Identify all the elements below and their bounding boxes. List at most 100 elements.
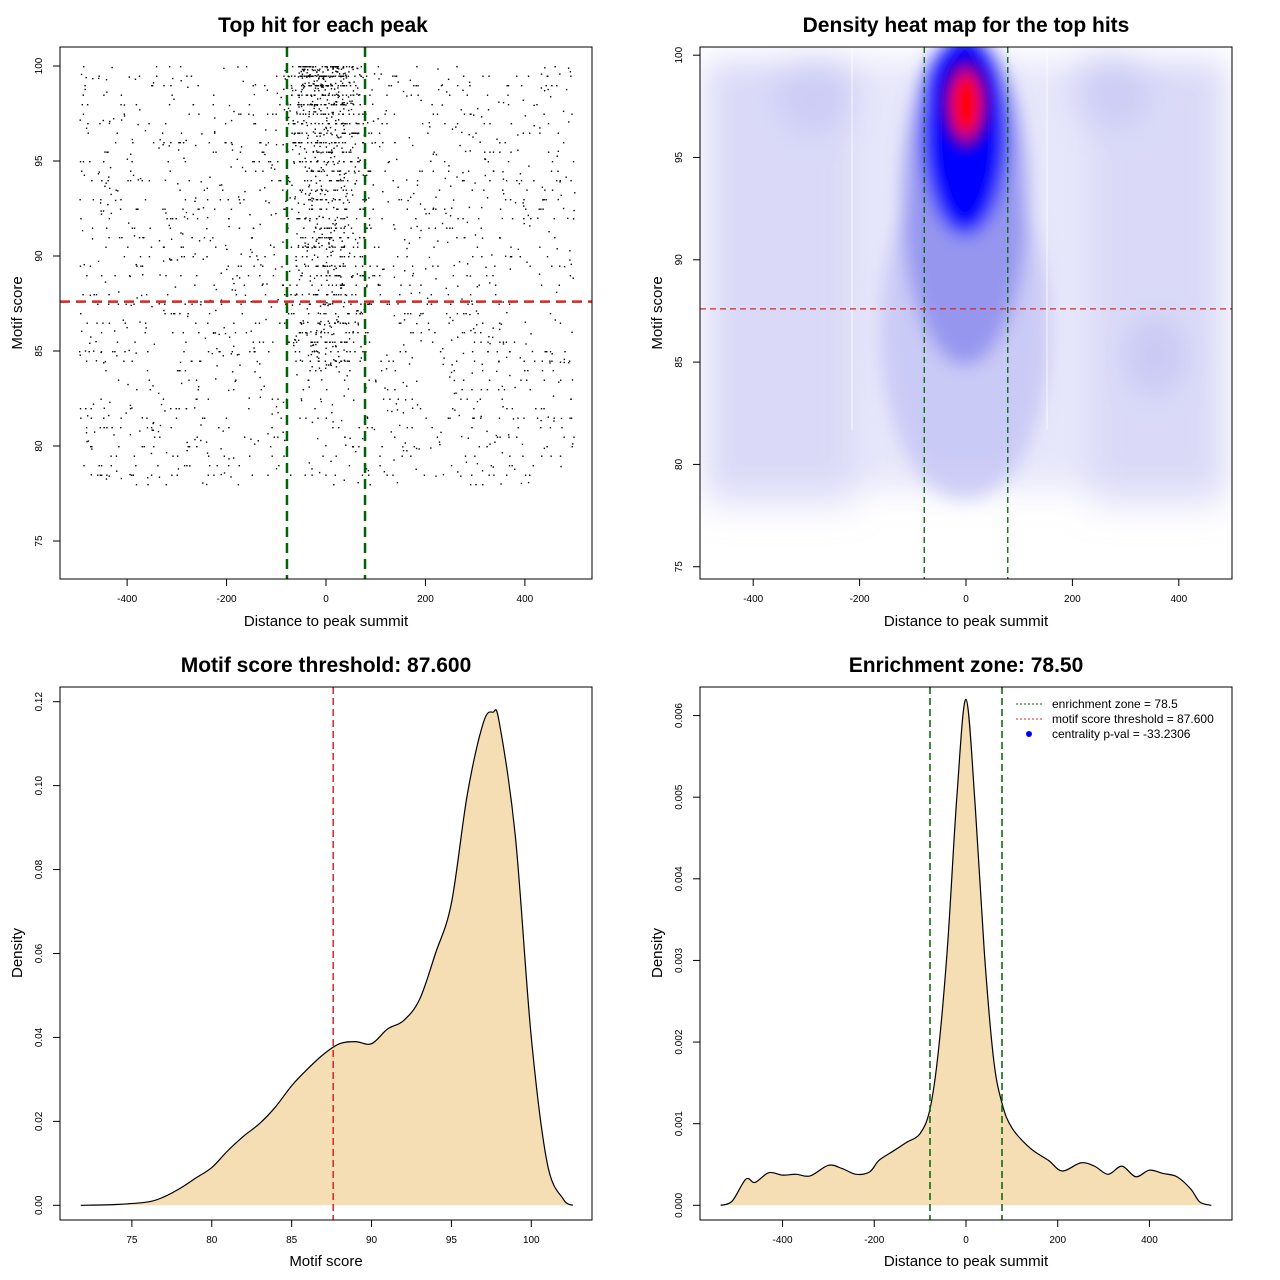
scatter-point [87, 415, 89, 417]
scatter-point [320, 83, 322, 85]
scatter-point [419, 170, 421, 172]
scatter-point [92, 403, 95, 405]
scatter-point [124, 322, 126, 324]
scatter-point [183, 465, 186, 467]
scatter-point [158, 476, 161, 478]
scatter-point [545, 351, 548, 353]
scatter-point [248, 104, 251, 106]
score-density-y-tick-label: 0.10 [34, 775, 45, 795]
scatter-point [163, 309, 165, 312]
scatter-point [203, 237, 206, 239]
scatter-point [300, 104, 303, 106]
scatter-point [500, 483, 502, 485]
scatter-point [447, 294, 450, 296]
scatter-point [428, 212, 431, 215]
scatter-point [320, 152, 322, 154]
scatter-point [432, 153, 434, 155]
scatter-point [253, 93, 256, 96]
heatmap-x-tick-label: -200 [850, 594, 870, 605]
scatter-point [337, 180, 339, 182]
scatter-point [317, 170, 319, 172]
scatter-point [340, 287, 342, 289]
scatter-point [466, 263, 469, 265]
scatter-point [481, 206, 483, 209]
scatter-point [326, 237, 328, 239]
scatter-point [318, 170, 321, 172]
scatter-point [445, 91, 448, 93]
scatter-point [240, 265, 242, 267]
scatter-point [505, 356, 508, 359]
scatter-point [286, 189, 289, 191]
scatter-point [284, 208, 286, 210]
scatter-point [536, 417, 539, 419]
scatter-point [163, 246, 165, 248]
scatter-point [348, 256, 350, 258]
scatter-point [357, 332, 359, 334]
scatter-point [303, 66, 305, 68]
scatter-point [352, 90, 355, 92]
scatter-point [369, 484, 371, 486]
scatter-point [325, 126, 327, 129]
scatter-point [323, 170, 326, 172]
scatter-point [106, 151, 108, 153]
scatter-point [307, 75, 310, 77]
scatter-point [90, 408, 92, 410]
scatter-point [362, 113, 364, 115]
scatter-point [277, 398, 279, 400]
scatter-point [301, 272, 303, 274]
scatter-point [342, 102, 344, 104]
scatter-point [544, 189, 546, 191]
scatter-point [538, 208, 540, 210]
scatter-point [227, 265, 229, 267]
scatter-point [168, 224, 170, 227]
scatter-point [415, 85, 417, 87]
scatter-point [104, 360, 107, 363]
scatter-point [362, 174, 365, 176]
scatter-point [402, 446, 404, 448]
scatter-y-tick-label: 75 [34, 535, 45, 547]
scatter-point [505, 341, 508, 343]
scatter-point [96, 322, 98, 324]
scatter-point [332, 68, 334, 70]
heatmap-y-label: Motif score [649, 276, 666, 349]
scatter-point [457, 336, 459, 338]
score-density-curve [80, 709, 574, 1206]
scatter-point [498, 417, 501, 419]
scatter-point [570, 398, 572, 400]
scatter-point [342, 246, 344, 248]
scatter-point [290, 294, 292, 296]
scatter-point [184, 303, 186, 305]
scatter-point [83, 174, 86, 176]
scatter-point [343, 177, 345, 179]
scatter-point [348, 201, 351, 204]
scatter-point [299, 189, 301, 191]
scatter-point [301, 73, 304, 75]
scatter-point [165, 123, 167, 125]
scatter-point [299, 417, 301, 419]
scatter-point [346, 351, 348, 353]
scatter-point [565, 176, 567, 178]
scatter-point [136, 208, 138, 210]
scatter-point [282, 401, 285, 404]
scatter-point [254, 351, 256, 353]
scatter-point [329, 237, 332, 239]
scatter-point [100, 210, 102, 212]
scatter-point [275, 143, 278, 146]
scatter-point [180, 275, 182, 277]
scatter-point [337, 87, 339, 89]
scatter-point [480, 415, 482, 418]
scatter-point [372, 184, 374, 186]
scatter-point [223, 455, 226, 457]
scatter-point [342, 180, 344, 182]
scatter-point [470, 329, 472, 332]
scatter-point [99, 427, 101, 429]
scatter-point [367, 332, 369, 334]
scatter-point [330, 88, 333, 90]
scatter-point [84, 350, 87, 352]
scatter-point [322, 216, 324, 219]
scatter-point [390, 431, 393, 433]
scatter-point [329, 265, 331, 267]
scatter-point [366, 284, 368, 286]
scatter-point [318, 75, 321, 77]
scatter-point [139, 430, 141, 432]
